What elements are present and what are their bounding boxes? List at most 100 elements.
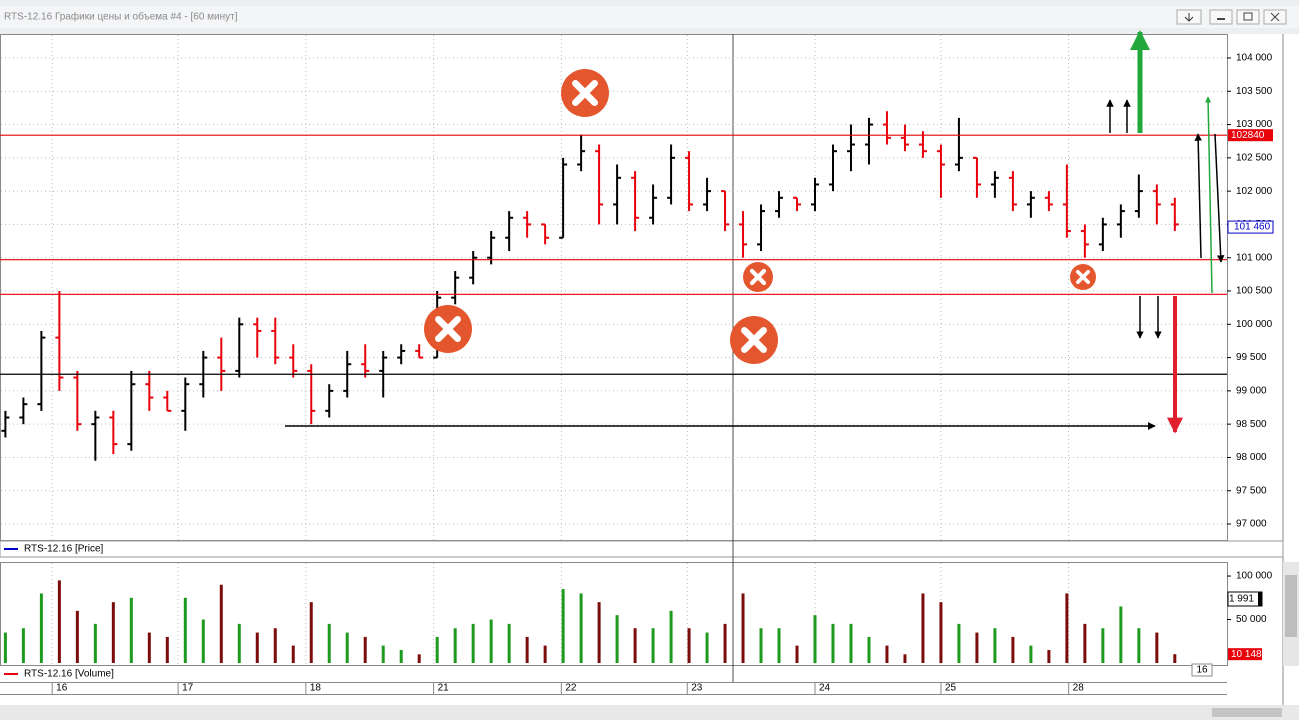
title-strip bbox=[0, 6, 1299, 28]
volume-bar bbox=[849, 623, 853, 663]
volume-bar bbox=[705, 632, 709, 663]
volume-bar bbox=[237, 623, 241, 663]
volume-bar bbox=[111, 602, 115, 663]
volume-bar bbox=[615, 615, 619, 663]
y-tick-label: 101 000 bbox=[1236, 252, 1273, 263]
volume-bar bbox=[1083, 623, 1087, 663]
volume-legend: RTS-12.16 [Volume] bbox=[24, 669, 114, 680]
volume-bar bbox=[93, 623, 97, 663]
y-tick-label: 99 500 bbox=[1236, 352, 1267, 363]
y-tick-label: 97 000 bbox=[1236, 519, 1267, 530]
volume-bar bbox=[399, 649, 403, 663]
last-price-label: 101 460 bbox=[1234, 222, 1271, 233]
volume-bar bbox=[417, 654, 421, 663]
annotations bbox=[285, 30, 1225, 434]
volume-bar bbox=[435, 636, 439, 663]
volume-bar bbox=[903, 654, 907, 663]
volume-bar bbox=[777, 628, 781, 663]
volume-bar bbox=[147, 632, 151, 663]
volume-bar bbox=[453, 628, 457, 663]
x-marker-cross bbox=[741, 327, 767, 353]
y-tick-label: 100 500 bbox=[1236, 286, 1273, 297]
y-tick-label: 100 000 bbox=[1236, 571, 1273, 582]
volume-bar bbox=[273, 628, 277, 663]
up-arrow bbox=[1194, 133, 1202, 259]
volume-bar bbox=[1173, 654, 1177, 663]
volume-bar bbox=[525, 636, 529, 663]
volume-bar bbox=[651, 628, 655, 663]
volume-bar bbox=[1065, 593, 1069, 663]
volume-bar bbox=[345, 632, 349, 663]
pin-icon bbox=[1184, 13, 1194, 22]
volume-bar bbox=[669, 610, 673, 663]
y-tick-label: 50 000 bbox=[1236, 614, 1267, 625]
horizontal-scroll-thumb[interactable] bbox=[1212, 708, 1282, 717]
y-tick-label: 98 000 bbox=[1236, 452, 1267, 463]
volume-bar bbox=[687, 628, 691, 663]
minimize-button[interactable] bbox=[1209, 9, 1233, 25]
volume-bar bbox=[1101, 628, 1105, 663]
x-tick-label: 16 bbox=[56, 683, 68, 694]
end-marker bbox=[1191, 663, 1213, 677]
volume-bar bbox=[741, 593, 745, 663]
y-tick-label: 100 000 bbox=[1236, 319, 1273, 330]
volume-bar bbox=[129, 597, 133, 663]
volume-bar bbox=[579, 593, 583, 663]
volume-bar bbox=[1119, 606, 1123, 663]
y-tick-label: 99 000 bbox=[1236, 386, 1267, 397]
last-volume-label: 10 148 bbox=[1231, 649, 1262, 660]
volume-bar bbox=[1047, 649, 1051, 663]
volume-bar bbox=[327, 623, 331, 663]
y-tick-label: 104 000 bbox=[1236, 53, 1273, 64]
volume-bar bbox=[831, 623, 835, 663]
volume-bar bbox=[759, 628, 763, 663]
price-legend-bar bbox=[0, 540, 1284, 558]
down-arrow bbox=[1214, 133, 1225, 263]
horizontal-scrollbar[interactable] bbox=[0, 705, 1299, 720]
level-label-box bbox=[1228, 129, 1273, 142]
volume-bar bbox=[363, 636, 367, 663]
volume-bar bbox=[183, 597, 187, 663]
price-panel bbox=[0, 34, 1228, 541]
y-tick-label: 103 000 bbox=[1236, 119, 1273, 130]
volume-bar bbox=[309, 602, 313, 663]
volume-bar bbox=[291, 645, 295, 663]
up-arrow-green-thin bbox=[1205, 96, 1213, 294]
x-marker-cross bbox=[749, 268, 767, 286]
close-icon bbox=[1270, 12, 1280, 22]
y-tick-label: 98 500 bbox=[1236, 419, 1267, 430]
volume-bar bbox=[597, 602, 601, 663]
end-label: 16 bbox=[1196, 665, 1208, 676]
volume-bar bbox=[939, 602, 943, 663]
cursor-volume-tab bbox=[1258, 592, 1262, 606]
volume-bar bbox=[1011, 636, 1015, 663]
y-tick-label: 97 500 bbox=[1236, 485, 1267, 496]
last-price-box bbox=[1227, 220, 1274, 234]
volume-bar bbox=[57, 580, 61, 663]
level-label: 102840 bbox=[1231, 130, 1265, 141]
volume-bar bbox=[975, 632, 979, 663]
x-tick-label: 23 bbox=[691, 683, 703, 694]
volume-bar bbox=[561, 589, 565, 663]
maximize-button[interactable] bbox=[1236, 9, 1260, 25]
volume-bar bbox=[957, 623, 961, 663]
minimize-icon bbox=[1217, 18, 1225, 20]
volume-bar bbox=[795, 645, 799, 663]
volume-bar bbox=[867, 636, 871, 663]
volume-bar bbox=[1155, 632, 1159, 663]
window-title: RTS-12.16 Графики цены и объема #4 - [60… bbox=[4, 11, 238, 23]
volume-scroll-thumb[interactable] bbox=[1285, 575, 1297, 637]
volume-bar bbox=[921, 593, 925, 663]
x-tick-label: 28 bbox=[1073, 683, 1085, 694]
volume-bar bbox=[21, 628, 25, 663]
x-tick-label: 25 bbox=[945, 683, 957, 694]
volume-bar bbox=[723, 623, 727, 663]
volume-bar bbox=[471, 623, 475, 663]
volume-bar bbox=[1137, 628, 1141, 663]
volume-bar bbox=[543, 645, 547, 663]
volume-bar bbox=[39, 593, 43, 663]
last-volume-box bbox=[1228, 648, 1262, 661]
y-tick-label: 103 500 bbox=[1236, 86, 1273, 97]
